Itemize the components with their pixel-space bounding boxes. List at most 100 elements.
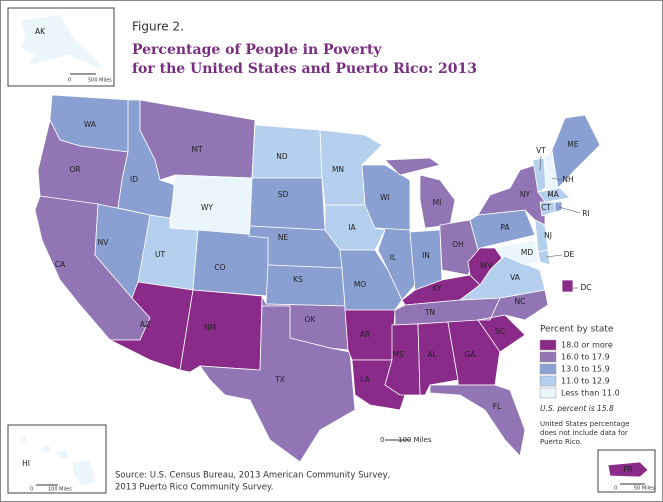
state-shape (554, 201, 563, 213)
legend-label: 16.0 to 17.9 (561, 353, 610, 362)
state-label: WI (380, 193, 390, 202)
state-label: MA (547, 190, 559, 199)
legend-title: Percent by state (540, 325, 614, 335)
scale-label: 50 Miles (634, 486, 655, 492)
state-label: NE (278, 233, 289, 242)
state-label: MN (332, 165, 344, 174)
state-label: KY (432, 284, 442, 293)
state-label: MS (392, 350, 403, 359)
scale-label: 500 Miles (88, 78, 112, 84)
state-label: CT (541, 203, 551, 212)
state-label: UT (155, 250, 165, 259)
state-shape (384, 157, 441, 176)
state-label: VA (510, 273, 521, 282)
state-label: CO (214, 263, 225, 272)
state-shape (409, 229, 443, 291)
legend-swatch (539, 339, 557, 351)
state-shape (249, 177, 326, 231)
state-label: RI (582, 209, 589, 218)
state-label: DE (564, 250, 575, 259)
state-shape (55, 449, 71, 459)
scale-label: 100 Miles (398, 436, 432, 444)
state-shape (192, 229, 271, 297)
source-line: 2013 Puerto Rico Community Survey. (115, 483, 273, 493)
state-label: TX (274, 375, 285, 384)
state-label: NM (204, 323, 216, 332)
source-line: Source: U.S. Census Bureau, 2013 America… (115, 471, 390, 481)
state-label: PR (623, 465, 633, 474)
legend-label: 11.0 to 12.9 (561, 377, 610, 386)
state-label: SC (495, 327, 505, 336)
figure-label: Figure 2. (132, 20, 184, 34)
state-shape (265, 264, 346, 307)
title-line: for the United States and Puerto Rico: 2… (132, 61, 477, 77)
exclusion-note: does not include data for (540, 429, 628, 437)
state-label: MI (433, 198, 442, 207)
scale-label: 100 Miles (48, 487, 72, 493)
legend-label: Less than 11.0 (561, 389, 620, 398)
state-shape (41, 445, 53, 453)
state-label: NY (520, 190, 531, 199)
state-label: AR (360, 330, 370, 339)
state-shape (537, 249, 551, 266)
states (34, 94, 601, 463)
state-label: ME (567, 140, 578, 149)
legend: 18.0 or more 16.0 to 17.9 13.0 to 15.9 11.0… (539, 339, 620, 399)
state-shape (179, 289, 263, 373)
state-shape (537, 187, 571, 203)
state-label: NJ (544, 231, 552, 240)
state-label: MT (191, 145, 202, 154)
state-label: TN (424, 308, 435, 317)
state-label: WV (480, 261, 493, 270)
scale-zero: 0 (30, 487, 33, 493)
us-percent-note: U.S. percent is 15.8 (540, 404, 614, 413)
legend-label: 18.0 or more (561, 341, 613, 350)
exclusion-note: United States percentage (540, 420, 629, 428)
state-label: NH (562, 175, 573, 184)
state-label: DC (580, 283, 591, 292)
state-shape (19, 435, 28, 444)
state-label: GA (465, 350, 477, 359)
scale-zero: 0 (68, 78, 71, 84)
state-shape (429, 384, 526, 457)
state-label: OR (69, 165, 80, 174)
state-label: ID (130, 175, 138, 184)
state-label: IA (348, 223, 356, 232)
state-label: HI (22, 459, 30, 468)
scale-zero: 0 (380, 436, 384, 444)
state-label: NC (515, 297, 526, 306)
state-label: OK (305, 315, 317, 324)
scale-zero: 0 (614, 486, 617, 492)
state-label: MO (354, 280, 366, 289)
legend-label: 13.0 to 15.9 (561, 365, 610, 374)
state-label: VT (536, 146, 546, 155)
state-label: MD (521, 248, 533, 257)
legend-swatch (539, 375, 557, 387)
title-line: Percentage of People in Poverty (132, 42, 382, 58)
legend-swatch (539, 351, 557, 363)
state-label: KS (293, 275, 303, 284)
state-label: AK (35, 27, 46, 36)
state-label: CA (55, 260, 66, 269)
state-label: OH (452, 240, 464, 249)
state-label: WA (84, 120, 97, 129)
state-label: AL (427, 350, 437, 359)
state-label: SD (278, 190, 289, 199)
state-shape (71, 459, 97, 487)
state-shape (494, 239, 539, 266)
state-shape (19, 14, 103, 71)
exclusion-note: Puerto Rico. (540, 438, 582, 446)
state-shape (607, 461, 649, 478)
state-label: FL (493, 402, 502, 411)
state-label: AZ (140, 320, 150, 329)
leaders (539, 155, 581, 289)
state-shape (199, 305, 356, 463)
state-label: LA (360, 375, 370, 384)
state-label: PA (500, 223, 510, 232)
state-label: ND (276, 152, 288, 161)
state-label: NV (98, 238, 110, 247)
state-shape (561, 279, 574, 293)
state-label: WY (201, 203, 213, 212)
